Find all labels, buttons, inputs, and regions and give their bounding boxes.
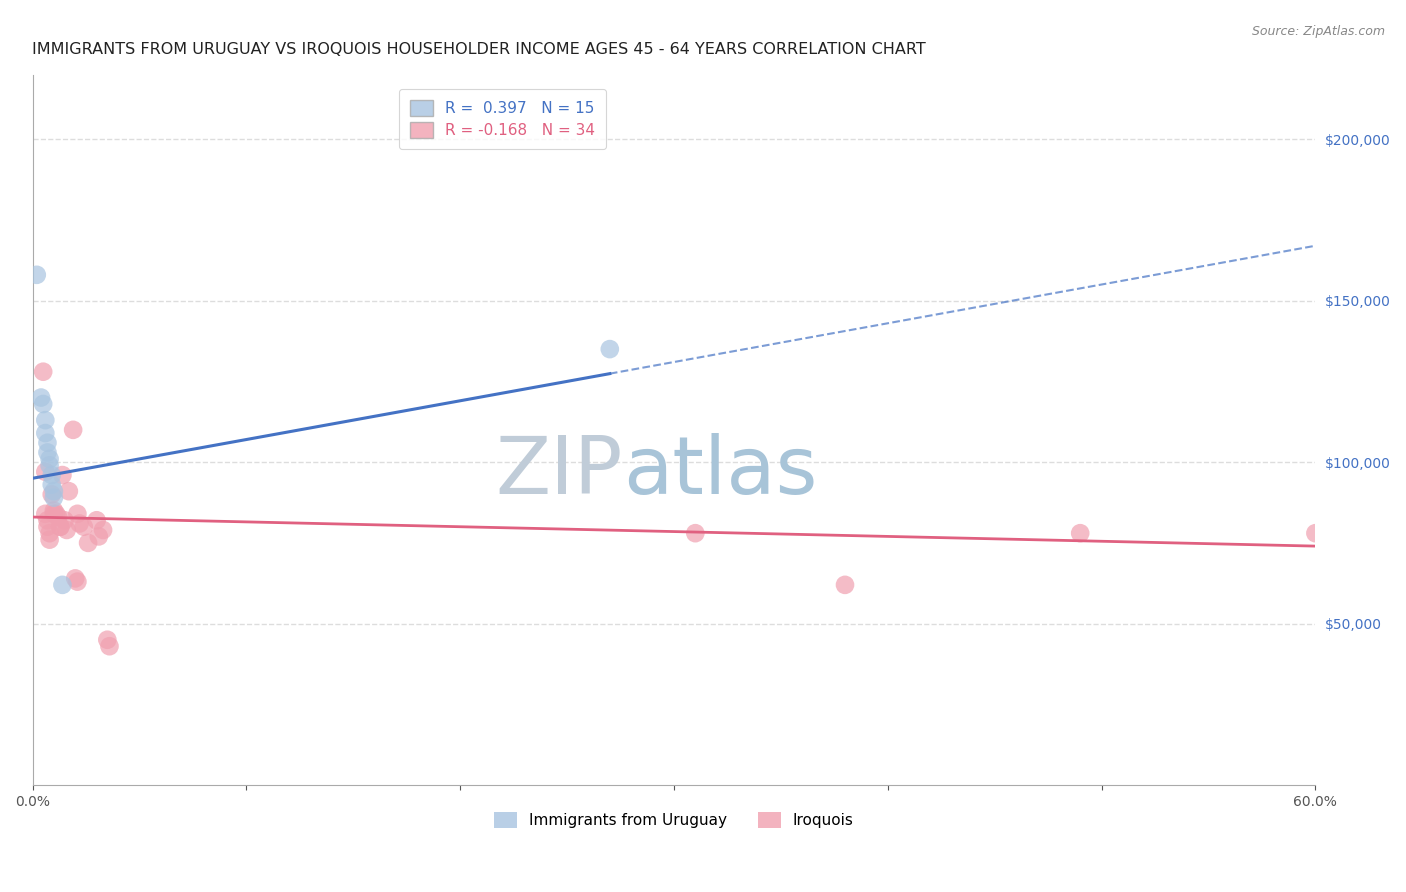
Point [65, 571, 87, 585]
Point [34, 426, 56, 441]
Point [37, 435, 59, 450]
Point [69, 516, 91, 531]
Point [96, 632, 118, 647]
Point [58, 484, 80, 499]
Point [49, 520, 72, 534]
Point [62, 423, 84, 437]
Point [38, 451, 60, 466]
Point [37, 513, 59, 527]
Point [42, 491, 65, 505]
Point [91, 523, 114, 537]
Point [55, 523, 77, 537]
Point [45, 507, 67, 521]
Point [41, 477, 63, 491]
Point [37, 445, 59, 459]
Text: IMMIGRANTS FROM URUGUAY VS IROQUOIS HOUSEHOLDER INCOME AGES 45 - 64 YEARS CORREL: IMMIGRANTS FROM URUGUAY VS IROQUOIS HOUS… [32, 42, 927, 57]
Text: Source: ZipAtlas.com: Source: ZipAtlas.com [1251, 25, 1385, 38]
Point [98, 639, 121, 653]
Point [34, 413, 56, 427]
Point [66, 507, 89, 521]
Text: atlas: atlas [623, 434, 817, 511]
Point [1069, 526, 1091, 541]
Point [51, 578, 73, 592]
Legend: Immigrants from Uruguay, Iroquois: Immigrants from Uruguay, Iroquois [488, 806, 860, 834]
Point [42, 507, 65, 521]
Point [30, 391, 52, 405]
Point [86, 513, 108, 527]
Point [34, 507, 56, 521]
Point [25, 268, 48, 282]
Point [38, 458, 60, 473]
Point [1305, 526, 1327, 541]
Point [87, 529, 110, 543]
Point [834, 578, 856, 592]
Point [77, 536, 100, 550]
Point [73, 520, 96, 534]
Point [34, 465, 56, 479]
Point [32, 365, 55, 379]
Point [32, 397, 55, 411]
Point [49, 520, 72, 534]
Point [42, 484, 65, 499]
Point [66, 574, 89, 589]
Point [599, 342, 621, 356]
Point [38, 533, 60, 547]
Point [41, 487, 63, 501]
Point [37, 520, 59, 534]
Text: ZIP: ZIP [495, 434, 623, 511]
Point [51, 468, 73, 483]
Point [42, 503, 65, 517]
Point [41, 468, 63, 483]
Point [685, 526, 707, 541]
Point [38, 526, 60, 541]
Point [53, 513, 76, 527]
Point [46, 510, 69, 524]
